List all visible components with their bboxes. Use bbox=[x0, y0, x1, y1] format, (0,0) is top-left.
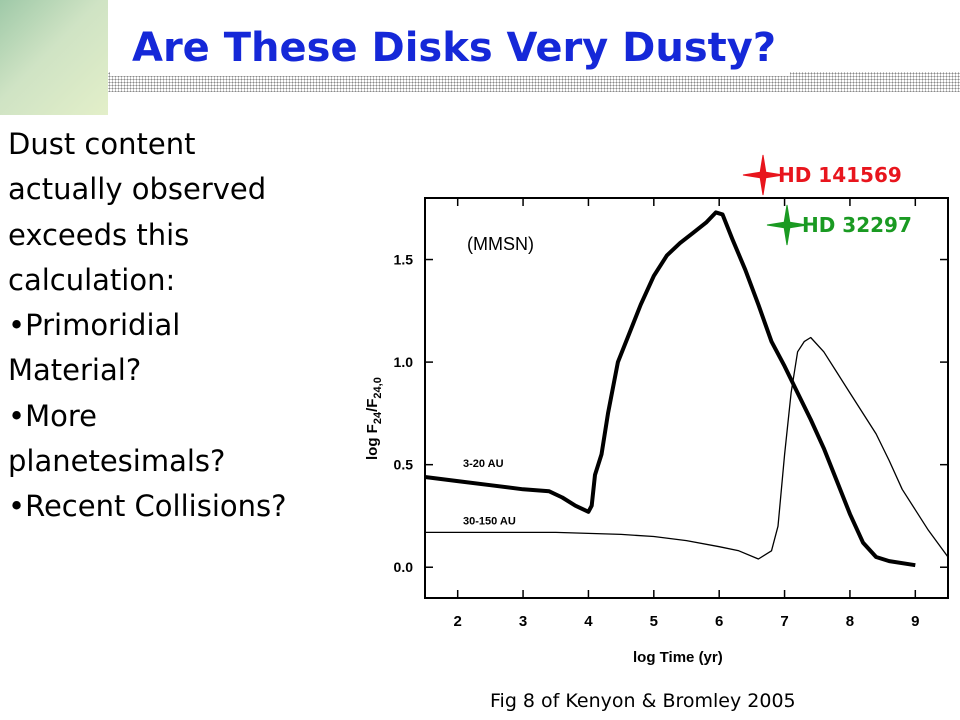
bullet-line: exceeds this bbox=[8, 217, 190, 252]
title-dotted-band bbox=[108, 72, 960, 92]
bullet-line: Dust content bbox=[8, 127, 196, 161]
bullet-line: •More bbox=[8, 398, 97, 433]
mmsn-annotation: (MMSN) bbox=[467, 234, 534, 254]
y-tick-label: 1.0 bbox=[394, 354, 414, 370]
star-label: HD 32297 bbox=[802, 213, 912, 237]
x-axis-label: log Time (yr) bbox=[633, 649, 723, 666]
x-tick-label: 7 bbox=[780, 613, 788, 630]
bullet-line: calculation: bbox=[8, 262, 176, 297]
bullet-line: •Recent Collisions? bbox=[8, 489, 287, 524]
x-tick-label: 5 bbox=[650, 613, 658, 630]
series-line bbox=[424, 210, 916, 568]
y-label-main: log F bbox=[364, 424, 381, 460]
figure-caption: Fig 8 of Kenyon & Bromley 2005 bbox=[490, 690, 796, 712]
series-label: 30-150 AU bbox=[463, 515, 516, 527]
bullet-line: actually observed bbox=[8, 172, 267, 207]
bullet-text-block: Dust content actually observed exceeds t… bbox=[8, 122, 328, 530]
y-axis-label: log F24/F24,0 bbox=[364, 377, 384, 460]
y-tick-label: 1.5 bbox=[394, 252, 414, 268]
axis-ticks: 2 3 4 5 6 7 8 9 0.0 0.5 1.0 1.5 bbox=[394, 198, 948, 630]
star-icon bbox=[766, 204, 808, 246]
dust-flux-chart: 2 3 4 5 6 7 8 9 0.0 0.5 1.0 1.5 3-20 AU 30-150 AU (M… bbox=[364, 154, 949, 666]
y-tick-label: 0.0 bbox=[394, 559, 414, 575]
x-tick-label: 4 bbox=[584, 613, 593, 630]
y-label-sub2: 24,0 bbox=[372, 377, 384, 398]
star-markers: HD 141569 HD 32297 bbox=[742, 154, 912, 246]
x-tick-label: 6 bbox=[715, 613, 723, 630]
star-marker: HD 32297 bbox=[766, 204, 912, 246]
bullet-line: Material? bbox=[8, 353, 142, 388]
y-label-slash: /F bbox=[364, 399, 381, 412]
slide-title: Are These Disks Very Dusty? bbox=[110, 20, 791, 76]
series-layer: 3-20 AU 30-150 AU bbox=[424, 210, 949, 568]
y-label-sub1: 24 bbox=[372, 411, 384, 424]
corner-decoration bbox=[0, 0, 108, 115]
x-tick-label: 2 bbox=[454, 613, 462, 630]
series-line bbox=[425, 336, 949, 560]
series-label: 3-20 AU bbox=[463, 458, 504, 470]
plot-frame bbox=[424, 197, 949, 599]
x-tick-label: 9 bbox=[911, 613, 919, 630]
x-tick-label: 8 bbox=[846, 613, 854, 630]
y-tick-label: 0.5 bbox=[394, 457, 414, 473]
star-icon bbox=[742, 154, 784, 196]
star-marker: HD 141569 bbox=[742, 154, 902, 196]
bullet-line: •Primoridial bbox=[8, 308, 181, 343]
star-label: HD 141569 bbox=[778, 163, 902, 187]
x-tick-label: 3 bbox=[519, 613, 527, 630]
bullet-line: planetesimals? bbox=[8, 444, 226, 479]
